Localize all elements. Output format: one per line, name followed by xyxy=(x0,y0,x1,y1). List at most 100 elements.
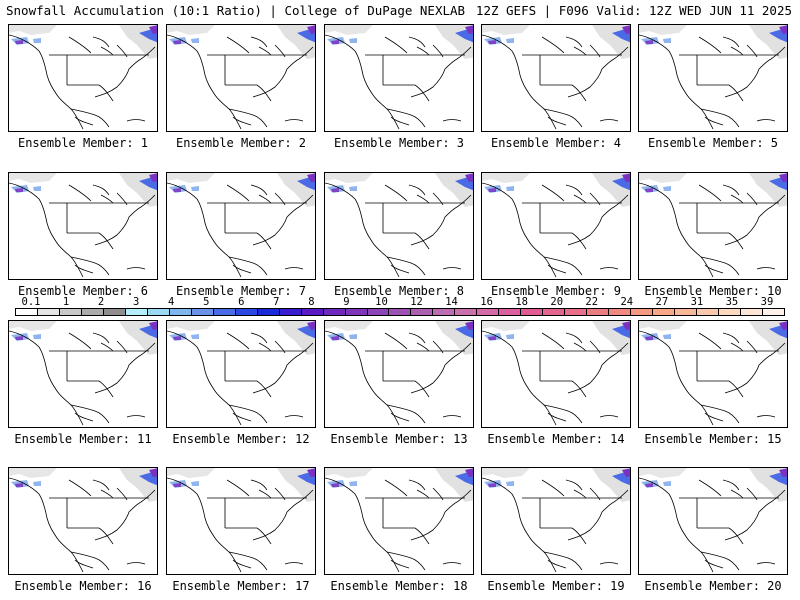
colorbar-segment xyxy=(499,309,522,315)
north-america-map xyxy=(325,321,473,427)
map-panel xyxy=(324,24,474,132)
ensemble-member-label: Ensemble Member: 17 xyxy=(172,579,310,593)
ensemble-member-label: Ensemble Member: 8 xyxy=(333,284,465,298)
colorbar-segment xyxy=(103,309,126,315)
map-panel xyxy=(166,320,316,428)
map-panel xyxy=(324,467,474,575)
ensemble-member-label: Ensemble Member: 3 xyxy=(333,136,465,150)
colorbar-segment xyxy=(191,309,214,315)
map-panel xyxy=(166,24,316,132)
ensemble-member-label: Ensemble Member: 13 xyxy=(330,432,468,446)
map-panel xyxy=(324,320,474,428)
colorbar-tick-label: 14 xyxy=(445,296,458,308)
colorbar-segment xyxy=(609,309,632,315)
colorbar-tick-label: 27 xyxy=(655,296,669,308)
colorbar-segment xyxy=(367,309,390,315)
run-info: 12Z GEFS | F096 Valid: 12Z WED JUN 11 20… xyxy=(475,3,792,18)
colorbar-segment xyxy=(411,309,434,315)
map-panel xyxy=(324,172,474,280)
colorbar-segment xyxy=(125,309,148,315)
ensemble-member-label: Ensemble Member: 11 xyxy=(14,432,152,446)
colorbar-tick-label: 7 xyxy=(273,296,280,308)
ensemble-member-label: Ensemble Member: 10 xyxy=(644,284,782,298)
north-america-map xyxy=(167,468,315,574)
colorbar-tick-label: 16 xyxy=(480,296,493,308)
colorbar-tick-label: 39 xyxy=(760,296,774,308)
colorbar-segment xyxy=(477,309,500,315)
colorbar-segment xyxy=(37,309,60,315)
colorbar-segment xyxy=(631,309,654,315)
north-america-map xyxy=(167,173,315,279)
map-panel xyxy=(481,24,631,132)
colorbar-segment xyxy=(675,309,698,315)
colorbar-tick-label: 12 xyxy=(410,296,423,308)
ensemble-member-label: Ensemble Member: 14 xyxy=(487,432,625,446)
north-america-map xyxy=(482,468,630,574)
ensemble-member-label: Ensemble Member: 18 xyxy=(330,579,468,593)
colorbar-segment xyxy=(279,309,302,315)
chart-title: Snowfall Accumulation (10:1 Ratio) | Col… xyxy=(6,3,466,18)
north-america-map xyxy=(639,25,787,131)
colorbar-tick-label: 31 xyxy=(690,296,704,308)
map-panel xyxy=(166,467,316,575)
colorbar-segment xyxy=(433,309,456,315)
north-america-map xyxy=(9,173,157,279)
colorbar-tick-label: 35 xyxy=(725,296,739,308)
map-panel xyxy=(638,172,788,280)
colorbar-tick-label: 18 xyxy=(515,296,528,308)
colorbar-segment xyxy=(653,309,676,315)
north-america-map xyxy=(639,321,787,427)
north-america-map xyxy=(325,25,473,131)
colorbar-segment xyxy=(565,309,588,315)
colorbar-segment xyxy=(59,309,82,315)
map-panel xyxy=(481,467,631,575)
colorbar-tick-label: 4 xyxy=(168,296,175,308)
colorbar-segment xyxy=(81,309,104,315)
colorbar-segment xyxy=(235,309,258,315)
north-america-map xyxy=(9,321,157,427)
colorbar-tick-label: 6 xyxy=(238,296,245,308)
colorbar-segment xyxy=(345,309,368,315)
colorbar-segment xyxy=(389,309,412,315)
colorbar-segment xyxy=(697,309,719,315)
ensemble-member-label: Ensemble Member: 2 xyxy=(175,136,307,150)
colorbar-segment xyxy=(169,309,192,315)
map-panel xyxy=(638,24,788,132)
ensemble-member-label: Ensemble Member: 20 xyxy=(644,579,782,593)
north-america-map xyxy=(9,25,157,131)
colorbar-tick-label: 1 xyxy=(62,296,70,308)
colorbar-segment xyxy=(16,309,38,315)
north-america-map xyxy=(482,321,630,427)
ensemble-member-label: Ensemble Member: 1 xyxy=(17,136,149,150)
north-america-map xyxy=(639,468,787,574)
map-panel xyxy=(638,320,788,428)
map-panel xyxy=(8,320,158,428)
map-panel xyxy=(481,320,631,428)
colorbar-tick-label: 24 xyxy=(620,296,634,308)
north-america-map xyxy=(325,173,473,279)
colorbar-segment xyxy=(147,309,170,315)
colorbar-tick-label: 22 xyxy=(585,296,599,308)
north-america-map xyxy=(325,468,473,574)
colorbar-segment xyxy=(455,309,478,315)
colorbar-segment xyxy=(257,309,280,315)
ensemble-member-label: Ensemble Member: 7 xyxy=(175,284,307,298)
ensemble-member-label: Ensemble Member: 19 xyxy=(487,579,625,593)
ensemble-member-label: Ensemble Member: 16 xyxy=(14,579,152,593)
ensemble-member-label: Ensemble Member: 15 xyxy=(644,432,782,446)
colorbar xyxy=(15,308,785,316)
north-america-map xyxy=(639,173,787,279)
colorbar-tick-label: 8 xyxy=(308,296,315,308)
map-panel xyxy=(8,24,158,132)
north-america-map xyxy=(482,25,630,131)
ensemble-member-label: Ensemble Member: 6 xyxy=(17,284,149,298)
ensemble-member-label: Ensemble Member: 9 xyxy=(490,284,622,298)
map-panel xyxy=(166,172,316,280)
colorbar-segment xyxy=(719,309,741,315)
map-panel xyxy=(481,172,631,280)
colorbar-segment xyxy=(740,309,763,315)
colorbar-tick-label: 0.1 xyxy=(21,296,41,308)
colorbar-tick-label: 20 xyxy=(550,296,564,308)
colorbar-segment xyxy=(301,309,324,315)
colorbar-segment xyxy=(762,309,784,315)
